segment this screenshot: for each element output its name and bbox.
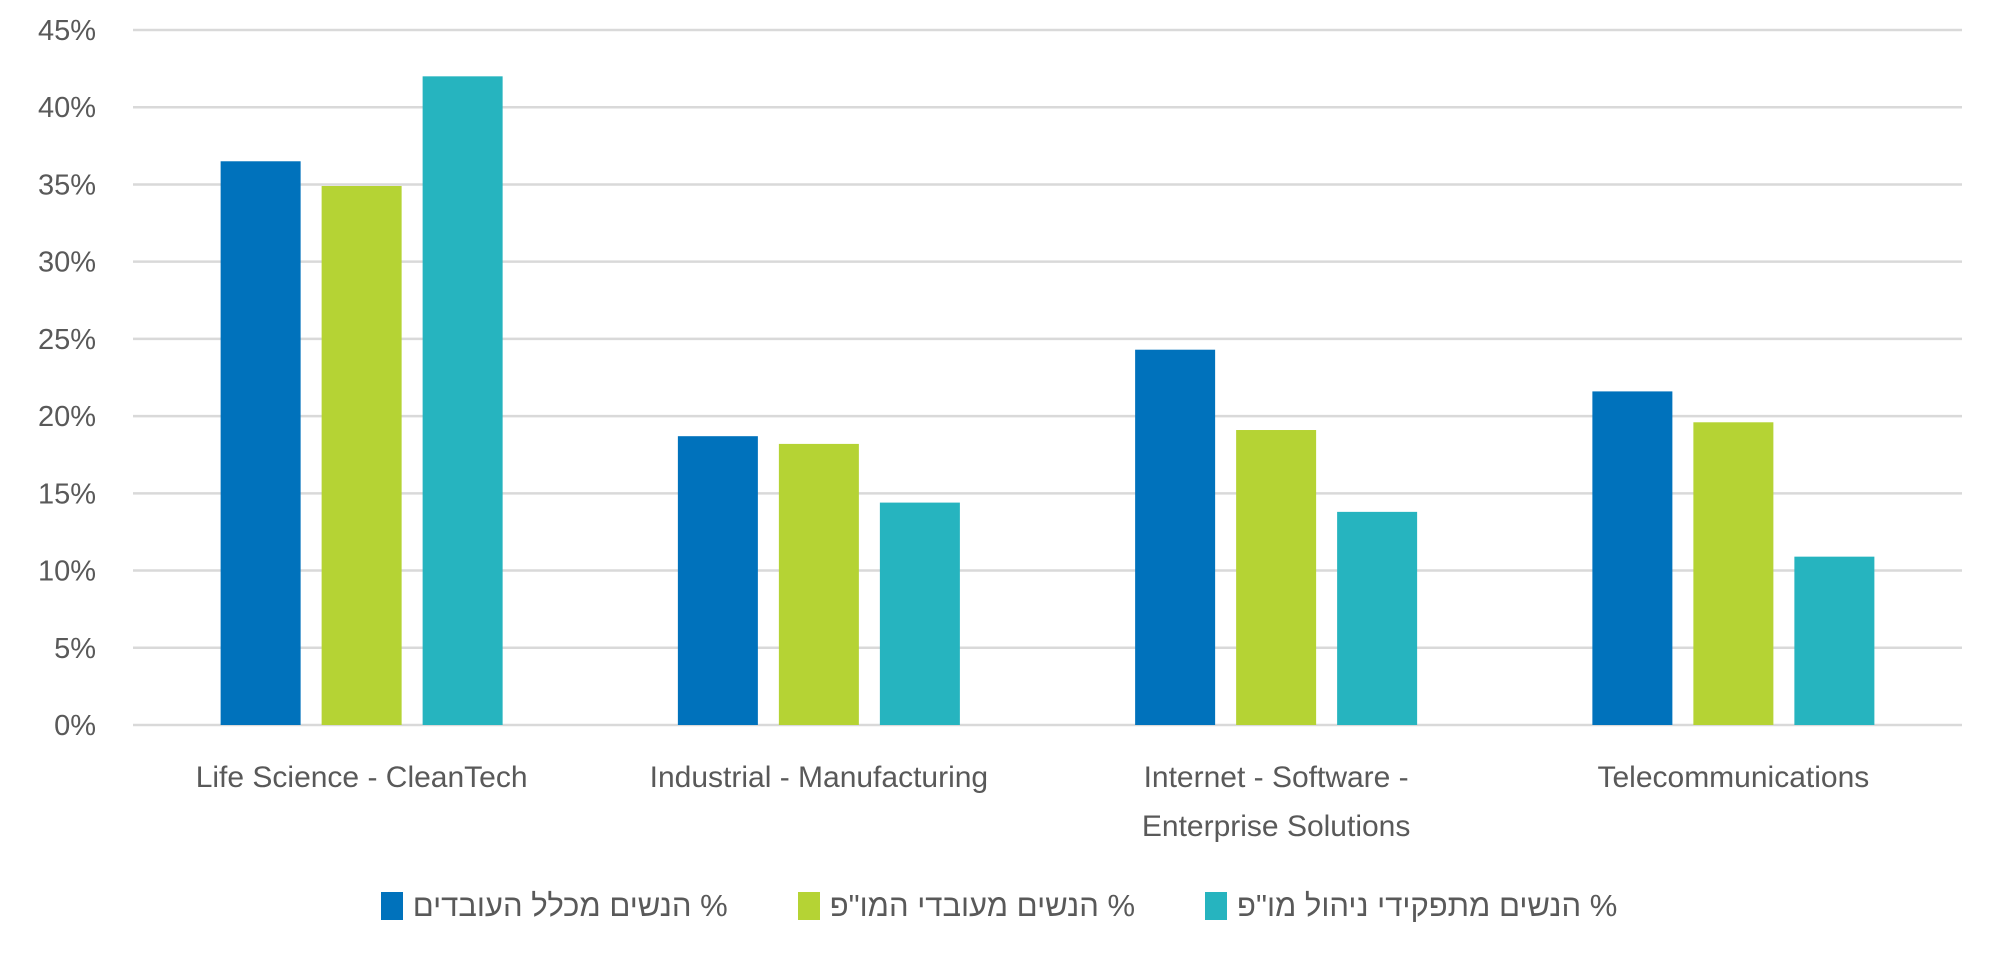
legend-label: % הנשים מתפקידי ניהול מו"פ [1237, 888, 1618, 923]
bar [778, 443, 859, 725]
y-tick-label: 0% [54, 710, 96, 742]
x-tick-label: Telecommunications [1597, 761, 1869, 794]
y-tick-label: 5% [54, 633, 96, 665]
x-tick-label: Internet - Software - [1144, 761, 1409, 794]
legend-item-rnd-employees: % הנשים מעובדי המו"פ [797, 888, 1136, 924]
y-tick-label: 20% [38, 401, 96, 433]
bar [677, 436, 758, 725]
y-tick-label: 25% [38, 324, 96, 356]
y-tick-label: 45% [38, 15, 96, 47]
legend-label: % הנשים מכלל העובדים [412, 888, 728, 923]
legend: % הנשים מכלל העובדים % הנשים מעובדי המו"… [0, 888, 1998, 924]
x-tick-label: Life Science - CleanTech [196, 761, 528, 794]
bar [1135, 349, 1216, 725]
bar [1337, 511, 1418, 725]
legend-label: % הנשים מעובדי המו"פ [829, 888, 1136, 923]
bar [321, 185, 402, 725]
bar [422, 76, 503, 726]
bar [220, 161, 301, 725]
bar [1693, 422, 1774, 725]
bar [1592, 391, 1673, 725]
legend-item-all-employees: % הנשים מכלל העובדים [380, 888, 728, 924]
legend-swatch [1205, 892, 1228, 920]
legend-item-rnd-management: % הנשים מתפקידי ניהול מו"פ [1205, 888, 1617, 924]
y-tick-label: 30% [38, 247, 96, 279]
y-tick-label: 15% [38, 478, 96, 510]
legend-swatch [797, 892, 820, 920]
bar [1794, 556, 1875, 725]
legend-swatch [380, 892, 403, 920]
y-tick-label: 10% [38, 556, 96, 588]
x-tick-label: Industrial - Manufacturing [650, 761, 989, 794]
bar-chart: 0% 5% 10% 15% 20% 25% 30% 35% 40% 45% Life Science… [38, 15, 1962, 843]
x-tick-label: Enterprise Solutions [1142, 810, 1410, 843]
y-tick-label: 40% [38, 92, 96, 124]
bar [1236, 430, 1317, 725]
y-tick-label: 35% [38, 169, 96, 201]
bar [879, 502, 960, 725]
